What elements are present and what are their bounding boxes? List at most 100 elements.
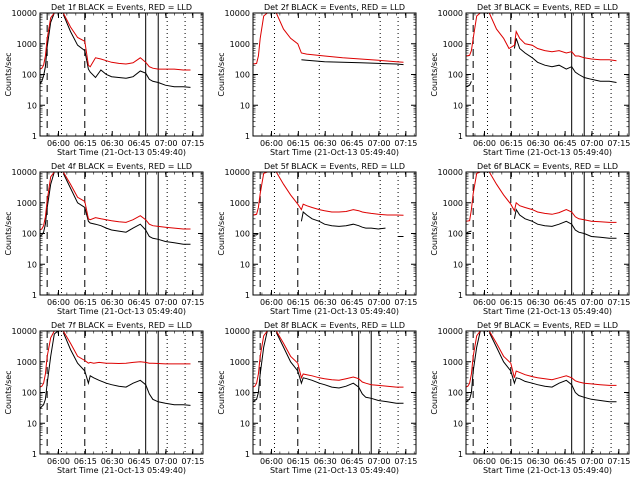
y-tick-label: 1000 [230,358,250,367]
y-tick-label: 10 [27,101,37,110]
lld-series-line [488,13,617,62]
y-tick-label: 1000 [17,358,37,367]
plot-area [466,13,617,136]
plot-area [253,13,404,136]
x-axis-label: Start Time (21-Oct-13 05:49:40) [57,466,186,475]
x-tick-label: 06:30 [314,457,337,466]
y-tick-label: 100 [22,389,37,398]
chart-title: Det 5f BLACK = Events, RED = LLD [264,162,405,171]
x-tick-label: 07:15 [607,139,630,148]
events-series-line [513,208,617,239]
x-tick-label: 06:45 [341,139,364,148]
y-tick-label: 1000 [443,40,463,49]
y-tick-label: 1000 [443,199,463,208]
lld-series-line [62,331,191,365]
y-tick-label: 1 [32,291,37,300]
x-tick-label: 06:00 [47,298,70,307]
events-series-line [513,38,617,83]
x-tick-label: 06:30 [101,298,124,307]
x-tick-label: 07:00 [580,457,603,466]
x-axis-label: Start Time (21-Oct-13 05:49:40) [270,466,399,475]
x-tick-label: 06:45 [554,298,577,307]
plot-frame [252,12,417,137]
x-tick-label: 06:15 [500,139,523,148]
events-series-line [466,230,472,234]
y-tick-label: 10 [27,260,37,269]
x-tick-label: 07:15 [607,457,630,466]
y-tick-label: 1 [245,291,250,300]
events-series-line [466,331,481,403]
events-series-line [62,14,191,88]
lld-series-line [62,172,191,230]
plot-area [40,13,191,136]
x-tick-label: 06:45 [554,457,577,466]
lld-series-line [40,172,55,231]
y-tick-label: 100 [22,230,37,239]
x-tick-label: 06:45 [128,139,151,148]
x-tick-label: 07:15 [394,298,417,307]
events-series-line [40,331,59,409]
y-tick-label: 10000 [438,9,463,18]
x-tick-label: 06:30 [101,457,124,466]
y-tick-label: 1 [458,291,463,300]
lld-series-line [275,331,404,388]
x-tick-label: 07:00 [580,298,603,307]
events-series-line [62,173,191,245]
plot-area [40,172,191,295]
y-axis-label: Counts/sec [430,370,439,414]
x-axis-label: Start Time (21-Oct-13 05:49:40) [483,148,612,157]
y-tick-label: 1 [32,450,37,459]
x-tick-label: 07:00 [154,139,177,148]
plot-frame [465,171,630,296]
lld-series-line [466,331,481,388]
chart-title: Det 2f BLACK = Events, RED = LLD [264,3,405,12]
events-series-line [253,233,259,237]
y-tick-label: 1 [245,450,250,459]
events-series-line [40,13,55,85]
y-axis-label: Counts/sec [217,52,226,96]
y-tick-label: 1 [245,132,250,141]
y-tick-label: 1000 [443,358,463,367]
events-series-line [40,172,55,237]
events-series-line [62,332,191,406]
x-tick-label: 06:00 [260,139,283,148]
y-tick-label: 100 [235,71,250,80]
y-tick-label: 100 [448,230,463,239]
x-axis-label: Start Time (21-Oct-13 05:49:40) [483,307,612,316]
chart-title: Det 4f BLACK = Events, RED = LLD [51,162,192,171]
y-axis-label: Counts/sec [4,211,13,255]
chart-title: Det 6f BLACK = Events, RED = LLD [477,162,618,171]
chart-panel-6: Det 6f BLACK = Events, RED = LLD Counts/s… [430,162,630,316]
y-axis-label: Counts/sec [217,370,226,414]
x-tick-label: 06:15 [287,139,310,148]
y-axis-label: Counts/sec [430,211,439,255]
events-series-line [301,59,404,66]
x-axis-label: Start Time (21-Oct-13 05:49:40) [57,148,186,157]
chart-panel-8: Det 8f BLACK = Events, RED = LLD Counts/s… [217,321,417,475]
y-tick-label: 10 [27,419,37,428]
x-tick-label: 06:45 [554,139,577,148]
x-axis-label: Start Time (21-Oct-13 05:49:40) [483,466,612,475]
x-tick-label: 07:00 [367,139,390,148]
x-tick-label: 06:15 [74,298,97,307]
x-tick-label: 06:00 [473,457,496,466]
x-tick-label: 06:00 [260,298,283,307]
y-tick-label: 100 [235,389,250,398]
y-tick-label: 100 [448,71,463,80]
x-axis-label: Start Time (21-Oct-13 05:49:40) [270,307,399,316]
x-tick-label: 07:00 [367,457,390,466]
chart-panel-7: Det 7f BLACK = Events, RED = LLD Counts/s… [4,321,204,475]
y-tick-label: 10000 [12,168,37,177]
x-tick-label: 06:30 [314,139,337,148]
y-tick-label: 10000 [225,9,250,18]
plot-frame [465,12,630,137]
x-tick-label: 06:15 [287,457,310,466]
chart-panel-4: Det 4f BLACK = Events, RED = LLD Counts/s… [4,162,204,316]
x-tick-label: 06:30 [527,457,550,466]
x-tick-label: 06:45 [341,457,364,466]
events-series-line [488,332,617,403]
y-tick-label: 10000 [225,327,250,336]
x-tick-label: 06:30 [527,298,550,307]
lld-series-line [253,13,268,65]
